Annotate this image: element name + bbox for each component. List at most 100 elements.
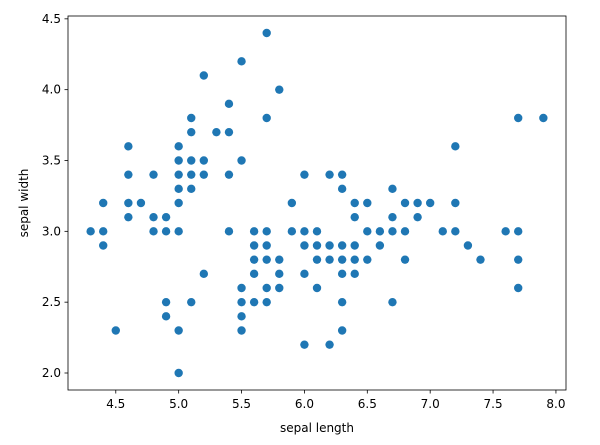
data-point (413, 212, 422, 222)
data-point (262, 297, 271, 307)
data-point (99, 227, 108, 236)
data-point (187, 156, 196, 165)
data-point (337, 255, 347, 264)
data-point (262, 255, 271, 264)
data-point (187, 297, 196, 307)
data-point (249, 297, 259, 307)
data-point (174, 368, 183, 378)
data-point (451, 142, 460, 151)
data-point (161, 297, 171, 307)
x-tick-label: 8.0 (546, 397, 565, 411)
x-tick-label: 7.5 (484, 397, 503, 411)
data-point (237, 57, 246, 66)
y-tick-label: 3.5 (42, 154, 61, 168)
data-point (350, 241, 359, 250)
data-point (199, 170, 209, 179)
data-point (337, 241, 347, 250)
data-point (375, 241, 385, 250)
data-point (388, 297, 397, 307)
data-point (161, 212, 171, 222)
y-axis-ticks: 2.0 2.5 3.0 3.5 4.0 4.5 (42, 12, 68, 380)
data-point (124, 142, 133, 151)
data-point (174, 326, 183, 335)
data-point (249, 241, 259, 250)
data-point (174, 142, 183, 151)
data-point (438, 227, 447, 236)
data-point (514, 255, 523, 264)
data-point (224, 227, 234, 236)
data-point (174, 184, 183, 194)
data-point (300, 227, 309, 236)
data-point (262, 283, 271, 293)
data-point (363, 227, 372, 236)
data-point (350, 255, 359, 264)
data-point (287, 198, 297, 208)
data-point (212, 127, 221, 137)
data-point (514, 113, 523, 123)
y-axis-label: sepal width (17, 169, 31, 238)
data-point (501, 227, 510, 236)
data-point (325, 170, 334, 179)
data-point (388, 184, 397, 194)
data-point (161, 312, 171, 321)
data-point (136, 198, 146, 208)
y-tick-label: 4.0 (42, 83, 61, 97)
data-point (237, 312, 246, 321)
data-point (262, 227, 271, 236)
data-point (312, 255, 322, 264)
data-point (350, 198, 359, 208)
data-point (187, 127, 196, 137)
x-axis-ticks: 4.5 5.0 5.5 6.0 6.5 7.0 7.5 8.0 (106, 390, 565, 411)
data-point (124, 170, 133, 179)
data-point (249, 255, 259, 264)
data-point (337, 297, 347, 307)
data-point (325, 241, 334, 250)
data-point (111, 326, 120, 335)
data-point (287, 227, 297, 236)
data-point (199, 269, 209, 279)
data-point (300, 241, 309, 250)
plot-frame (67, 15, 567, 391)
data-point (237, 326, 246, 335)
data-point (149, 170, 158, 179)
x-axis-label: sepal length (280, 421, 354, 435)
data-point (400, 255, 410, 264)
data-point (350, 269, 359, 279)
data-point (312, 227, 322, 236)
data-point (99, 198, 108, 208)
data-point (199, 71, 209, 80)
data-point (300, 170, 309, 179)
data-point (300, 269, 309, 279)
data-point (463, 241, 473, 250)
data-point (174, 156, 183, 165)
data-point (187, 184, 196, 194)
data-point (337, 269, 347, 279)
data-point (312, 241, 322, 250)
data-point (249, 269, 259, 279)
data-point (388, 227, 397, 236)
data-point (400, 198, 410, 208)
x-tick-label: 5.0 (169, 397, 188, 411)
data-point (237, 283, 246, 293)
data-point (149, 212, 158, 222)
data-point (400, 227, 410, 236)
data-point (224, 127, 234, 137)
data-point (275, 85, 284, 94)
data-point (224, 170, 234, 179)
data-point (325, 255, 334, 264)
data-point (275, 255, 284, 264)
data-point (275, 269, 284, 279)
data-point (174, 227, 183, 236)
y-tick-label: 3.0 (42, 224, 61, 238)
data-points (86, 28, 548, 378)
data-point (86, 227, 95, 236)
data-point (375, 227, 385, 236)
data-point (262, 28, 271, 38)
data-point (262, 113, 271, 123)
data-point (174, 198, 183, 208)
data-point (350, 212, 359, 222)
data-point (388, 212, 397, 222)
data-point (161, 227, 171, 236)
data-point (224, 99, 234, 109)
